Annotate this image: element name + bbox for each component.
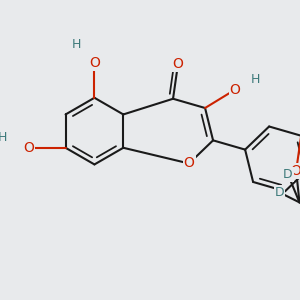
Text: O: O [291, 164, 300, 178]
Text: D: D [283, 168, 292, 181]
Text: D: D [275, 186, 284, 199]
Text: O: O [230, 83, 241, 97]
Text: O: O [23, 141, 34, 155]
Text: O: O [89, 56, 100, 70]
Text: O: O [172, 57, 184, 71]
Text: O: O [184, 157, 194, 170]
Text: H: H [250, 73, 260, 86]
Text: H: H [0, 131, 7, 144]
Text: H: H [71, 38, 81, 51]
